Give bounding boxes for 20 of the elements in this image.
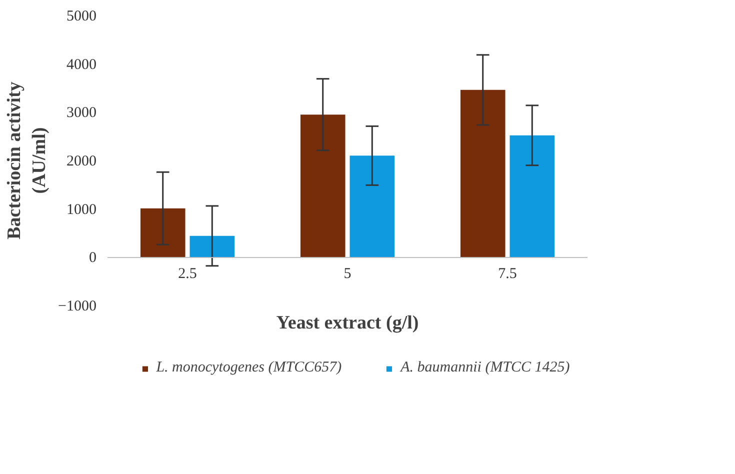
y-tick-label: 2000 — [66, 154, 96, 170]
y-tick-label: 3000 — [66, 105, 96, 122]
x-axis-title: Yeast extract (g/l) — [276, 312, 419, 334]
bar — [350, 156, 395, 258]
y-tick-label: 1000 — [66, 202, 96, 218]
x-tick-label: 7.5 — [498, 266, 517, 282]
bar — [460, 90, 506, 258]
y-tick-label: 5000 — [66, 8, 96, 24]
bar — [190, 236, 235, 258]
legend-label: L. monocytogenes (MTCC657) — [156, 360, 342, 376]
bar — [300, 114, 346, 258]
x-tick-label: 5 — [344, 266, 352, 282]
legend-label: A. baumannii (MTCC 1425) — [400, 360, 570, 376]
bar — [140, 208, 186, 258]
bar — [510, 135, 555, 258]
y-axis-title: Bacteriocin activity (AU/ml) — [4, 81, 50, 240]
y-tick-label: −1000 — [58, 298, 97, 314]
y-tick-label: 4000 — [66, 56, 96, 73]
y-tick-label: 0 — [89, 250, 96, 266]
x-tick-label: 2.5 — [178, 266, 197, 282]
